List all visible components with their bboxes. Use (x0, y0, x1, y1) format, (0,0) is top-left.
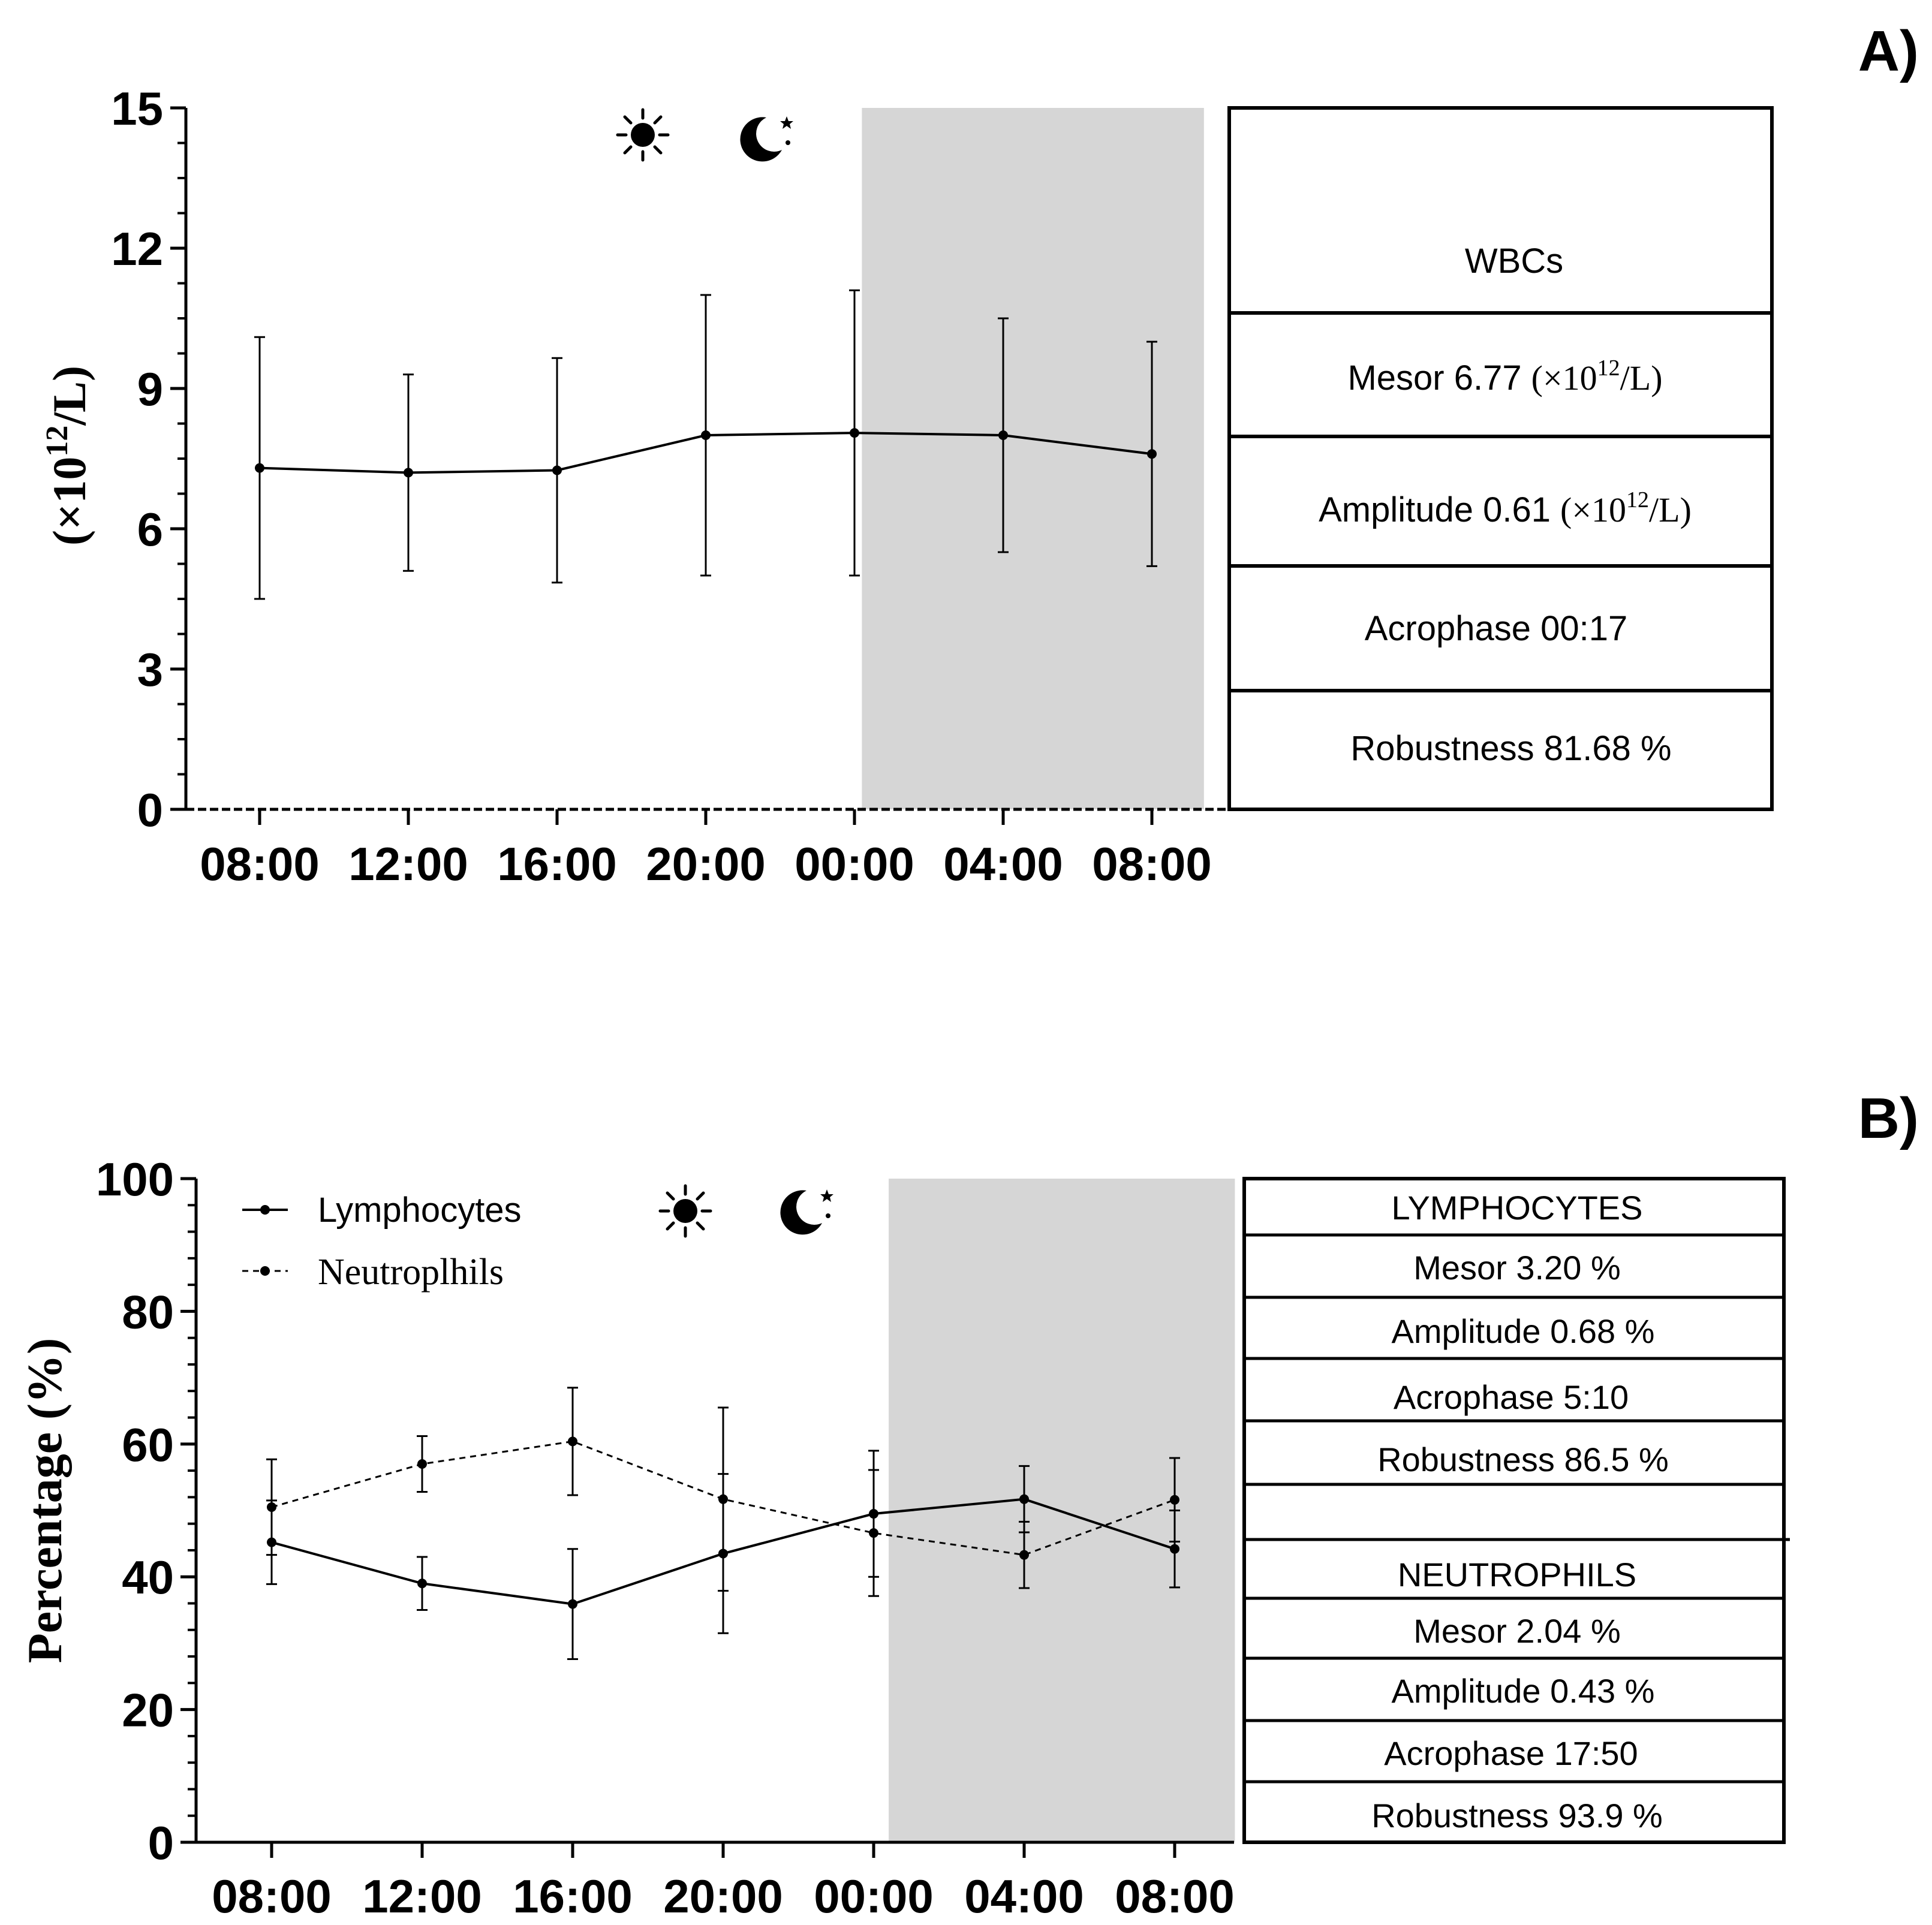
data-point (1170, 1495, 1179, 1505)
panel-b: B) 0 20 40 60 80 100 08:00 12:00 16:00 20:00 00:00… (17, 1086, 1919, 1923)
y-tick-label: 12 (111, 222, 163, 275)
svg-text:(×1012/L): (×1012/L) (40, 366, 95, 546)
x-tick-label: 16:00 (497, 838, 617, 890)
data-point (267, 1502, 276, 1512)
panel-a-day-night-icons (618, 110, 793, 161)
data-point (1147, 449, 1157, 459)
table-b-lymphocytes-robustness: Robustness 86.5 % (1377, 1441, 1669, 1478)
x-tick-label: 08:00 (200, 838, 320, 890)
y-tick-label: 80 (122, 1285, 174, 1338)
sun-icon (660, 1186, 711, 1236)
x-tick-label: 12:00 (362, 1870, 482, 1923)
x-tick-label: 20:00 (663, 1870, 783, 1923)
x-tick-label: 04:00 (964, 1870, 1084, 1923)
table-b-neutrophils-header: NEUTROPHILS (1398, 1556, 1636, 1593)
y-tick-label: 3 (137, 643, 163, 696)
y-tick-label: 0 (137, 784, 163, 836)
moon-icon (740, 116, 793, 162)
data-point (552, 465, 562, 475)
x-tick-label: 04:00 (943, 838, 1063, 890)
data-point (568, 1436, 577, 1447)
x-tick-label: 08:00 (1115, 1870, 1235, 1923)
table-a-robustness: Robustness 81.68 % (1350, 729, 1671, 768)
panel-a-label: A) (1858, 19, 1919, 83)
y-tick-label: 6 (137, 503, 163, 556)
table-b-lymphocytes-amplitude: Amplitude 0.68 % (1392, 1312, 1655, 1350)
panel-b-series (266, 1387, 1180, 1660)
y-label-superscript: 12 (40, 426, 74, 457)
y-label-prefix: (×10 (43, 457, 95, 546)
x-tick-label: 16:00 (513, 1870, 633, 1923)
data-point (417, 1578, 427, 1589)
y-tick-label: 0 (148, 1816, 174, 1869)
panel-a-parameter-table: WBCs Mesor 6.77 (×1012/L) Amplitude 0.61(… (1227, 106, 1774, 811)
night-period-band (862, 108, 1204, 809)
table-a-title: WBCs (1465, 242, 1563, 281)
panel-a: A) 0 3 6 9 12 15 08:00 12:00 16:00 20:00 00:00 04:0… (40, 19, 1919, 890)
panel-b-parameter-table: LYMPHOCYTES Mesor 3.20 % Amplitude 0.68 … (1242, 1177, 1790, 1844)
panel-b-legend: Lymphocytes Neutroplhils (242, 1191, 522, 1293)
y-tick-label: 20 (122, 1684, 174, 1737)
moon-icon (780, 1189, 833, 1235)
y-tick-label: 60 (122, 1418, 174, 1471)
table-b-neutrophils-robustness: Robustness 93.9 % (1371, 1797, 1663, 1834)
x-tick-label: 12:00 (348, 838, 468, 890)
table-a-acrophase: Acrophase 00:17 (1365, 609, 1628, 648)
data-point (1019, 1494, 1029, 1504)
panel-b-axes: 0 20 40 60 80 100 08:00 12:00 16:00 20:00 00:00 04:… (96, 1153, 1235, 1923)
table-a-amplitude: Amplitude 0.61 (×1012/L) (1319, 487, 1692, 529)
data-point (701, 430, 711, 440)
table-b-lymphocytes-header: LYMPHOCYTES (1391, 1189, 1642, 1227)
panel-a-axes: 0 3 6 9 12 15 08:00 12:00 16:00 20:00 00:00 04:00 08… (111, 82, 1228, 890)
table-b-lymphocytes-acrophase: Acrophase 5:10 (1394, 1378, 1629, 1416)
x-tick-label: 08:00 (1092, 838, 1212, 890)
table-b-neutrophils-amplitude: Amplitude 0.43 % (1392, 1672, 1655, 1710)
sun-icon (618, 110, 668, 160)
table-b-neutrophils-mesor: Mesor 2.04 % (1413, 1612, 1621, 1650)
data-point (255, 463, 264, 473)
data-point (998, 430, 1008, 440)
panel-b-label: B) (1858, 1086, 1919, 1150)
y-tick-label: 100 (96, 1153, 174, 1206)
panel-b-y-axis-label: Percentage (%) (17, 1338, 72, 1664)
x-tick-label: 20:00 (646, 838, 766, 890)
data-point (1170, 1544, 1179, 1554)
x-tick-label: 00:00 (795, 838, 914, 890)
x-tick-label: 08:00 (212, 1870, 332, 1923)
table-b-lymphocytes-mesor: Mesor 3.20 % (1413, 1249, 1621, 1287)
y-label-suffix: /L) (43, 366, 95, 426)
data-point (568, 1599, 577, 1609)
table-a-mesor: Mesor 6.77 (×1012/L) (1347, 356, 1662, 397)
panel-a-series (254, 289, 1157, 600)
data-point (850, 428, 859, 438)
x-tick-label: 00:00 (814, 1870, 934, 1923)
data-point (417, 1459, 427, 1469)
panel-b-day-night-icons (660, 1186, 833, 1236)
legend-neutrophils: Neutroplhils (318, 1252, 504, 1293)
y-tick-label: 9 (137, 363, 163, 415)
table-b-neutrophils-acrophase: Acrophase 17:50 (1384, 1734, 1638, 1772)
legend-lymphocytes: Lymphocytes (318, 1191, 522, 1230)
data-point (404, 468, 413, 478)
panel-a-y-axis-label: (×1012/L) (40, 366, 95, 546)
data-point (869, 1528, 878, 1538)
data-point (718, 1494, 728, 1504)
data-point (1019, 1550, 1029, 1560)
panel-a-night-shading (862, 108, 1204, 809)
y-tick-label: 15 (111, 82, 163, 135)
y-tick-label: 40 (122, 1551, 174, 1604)
